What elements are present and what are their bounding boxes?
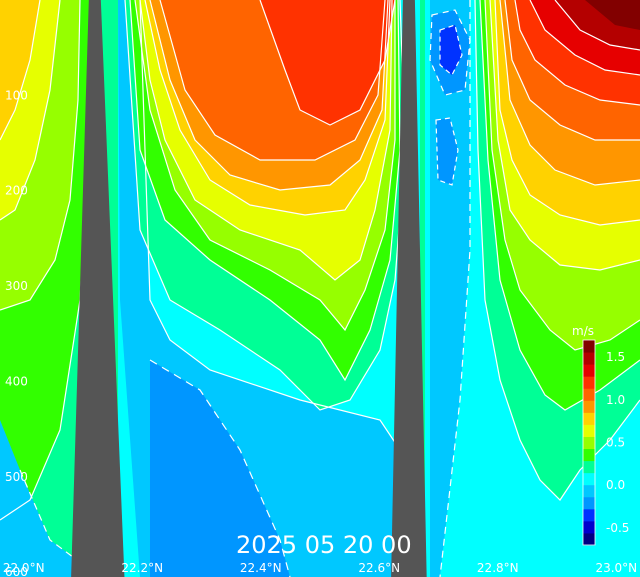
contour-line (144, 0, 391, 216)
mid-band-blue (150, 360, 290, 577)
y-tick-label: 500 (5, 470, 28, 484)
right-eddy-inner (440, 25, 462, 75)
contour-line (139, 0, 393, 281)
colorbar-frame (582, 339, 596, 546)
x-tick-label: 22.6°N (358, 561, 400, 575)
y-tick-label: 200 (5, 184, 28, 198)
contour-line (484, 0, 640, 351)
colorbar-swatch (583, 448, 595, 462)
contour-line (514, 0, 640, 106)
colorbar-swatch (583, 532, 595, 546)
colorbar-swatch (583, 436, 595, 450)
x-tick-label: 22.2°N (121, 561, 163, 575)
colorbar-swatch (583, 388, 595, 401)
contour-line (259, 0, 396, 126)
colorbar-swatch (583, 364, 595, 377)
contour-line (0, 0, 41, 141)
colorbar-ticks: 1.5 1.0 0.5 0.0 -0.5 (606, 350, 629, 535)
colorbar-tick-label: 1.5 (606, 350, 625, 364)
contour-line (134, 0, 396, 332)
y-axis-ticks: 100 200 300 400 500 600 (5, 88, 28, 577)
colorbar-swatch (583, 400, 595, 413)
colorbar-swatches (582, 339, 596, 546)
colorbar-swatch (583, 424, 595, 437)
y-tick-label: 600 (5, 565, 28, 577)
contour-line (489, 0, 640, 271)
colorbar-swatch (583, 472, 595, 486)
contour-line-negative (19, 469, 101, 577)
contour-line (554, 0, 640, 51)
y-tick-label: 100 (5, 88, 28, 102)
contour-line (0, 0, 81, 311)
contour-line (0, 0, 61, 221)
y-tick-label: 300 (5, 279, 28, 293)
timestamp-label: 2025 05 20 00 (236, 531, 412, 559)
contour-line-negative (149, 359, 291, 577)
contour-line-negative (429, 9, 471, 96)
colorbar-swatch (583, 376, 595, 389)
mid-band-red (260, 0, 395, 125)
colorbar-swatch (583, 412, 595, 425)
colorbar-swatch (583, 460, 595, 474)
contour-line (499, 0, 640, 186)
contour-line-negative (435, 117, 459, 186)
colorbar-tick-label: 0.0 (606, 478, 625, 492)
x-tick-label: 22.0°N (3, 561, 45, 575)
ridge-1 (71, 0, 125, 577)
colorbar-tick-label: 1.0 (606, 393, 625, 407)
contour-line (494, 0, 640, 226)
x-tick-label: 22.4°N (240, 561, 282, 575)
y-tick-label: 400 (5, 374, 28, 388)
colorbar-swatch (583, 520, 595, 534)
contour-line (129, 0, 401, 382)
contour-line (504, 0, 640, 141)
colorbar-unit: m/s (572, 324, 594, 338)
contour-line-negative (439, 24, 463, 76)
x-tick-label: 22.8°N (477, 561, 519, 575)
colorbar-swatch (583, 352, 595, 365)
right-band-maroon (585, 0, 640, 30)
colorbar-tick-label: 0.5 (606, 436, 625, 450)
colorbar-swatch (583, 484, 595, 498)
colorbar-tick-label: -0.5 (606, 521, 629, 535)
colorbar-swatch (583, 508, 595, 522)
contour-line-negative (439, 0, 471, 577)
x-tick-label: 23.0°N (595, 561, 637, 575)
colorbar-swatch (583, 340, 595, 353)
colorbar: m/s 1.5 1.0 0.5 0.0 -0.5 (572, 324, 629, 546)
colorbar-swatch (583, 496, 595, 510)
left-band-orange (0, 0, 40, 140)
left-band-cyan (0, 420, 100, 577)
contour-line (159, 0, 386, 161)
contour-line (149, 0, 389, 191)
topography (71, 0, 427, 577)
right-eddy-lower (436, 118, 458, 185)
x-axis-ticks: 22.0°N 22.2°N 22.4°N 22.6°N 22.8°N 23.0°N (3, 561, 637, 575)
ridge-2 (391, 0, 427, 577)
contour-line (529, 0, 640, 76)
